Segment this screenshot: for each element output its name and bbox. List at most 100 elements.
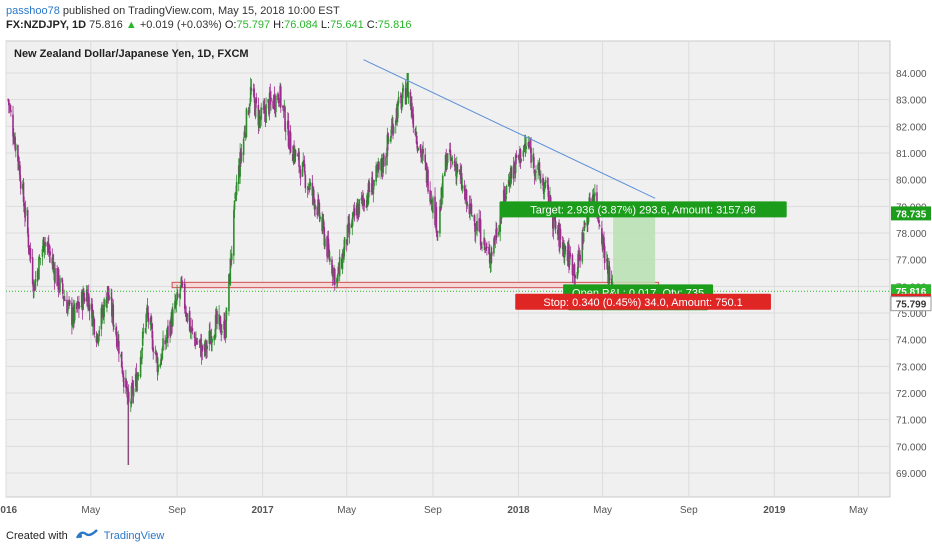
candle-body bbox=[486, 246, 488, 249]
candle-body bbox=[49, 251, 51, 256]
footer: Created with TradingView bbox=[6, 528, 164, 543]
candle-body bbox=[284, 106, 286, 131]
candle-body bbox=[249, 103, 251, 107]
candle-body bbox=[412, 114, 415, 128]
candle-body bbox=[259, 120, 262, 122]
chart-header: passhoo78 published on TradingView.com, … bbox=[6, 4, 411, 32]
candle-body bbox=[249, 86, 252, 102]
time-axis[interactable]: 2016 May Sep 2017 May Sep 2018 May Sep 2019 May bbox=[0, 505, 868, 516]
candle-body bbox=[229, 258, 232, 285]
price-chart[interactable]: 69.000 70.000 71.000 72.000 73.000 74.000 75.0… bbox=[0, 35, 932, 521]
candle-body bbox=[420, 148, 422, 158]
candle-body bbox=[594, 192, 596, 197]
candle-body bbox=[54, 268, 56, 283]
plot-area[interactable] bbox=[5, 40, 891, 498]
candle-body bbox=[141, 348, 143, 359]
symbol-label[interactable]: FX:NZDJPY, 1D bbox=[6, 19, 87, 31]
candle-body bbox=[333, 268, 336, 285]
candle-body bbox=[416, 136, 418, 145]
candle-body bbox=[282, 105, 284, 108]
candle-body bbox=[19, 181, 22, 189]
candle-body bbox=[387, 139, 390, 141]
candle-body bbox=[122, 373, 124, 378]
candle-body bbox=[385, 156, 387, 166]
candle-body bbox=[98, 330, 101, 337]
candle-body bbox=[402, 86, 405, 88]
candle-body bbox=[145, 314, 148, 328]
candle-body bbox=[375, 165, 377, 182]
candle-body bbox=[329, 257, 331, 262]
candle-body bbox=[336, 274, 339, 281]
candle-body bbox=[440, 187, 443, 209]
candle-body bbox=[253, 88, 255, 99]
candle-body bbox=[226, 312, 228, 314]
candle-body bbox=[71, 302, 73, 326]
candle-body bbox=[466, 201, 469, 206]
candle-body bbox=[351, 218, 354, 228]
candle-body bbox=[439, 206, 441, 234]
candle-body bbox=[352, 212, 354, 219]
candle-body bbox=[155, 353, 158, 356]
candle-body bbox=[488, 253, 491, 264]
candle-body bbox=[125, 380, 128, 389]
candle-body bbox=[401, 100, 403, 108]
candle-body bbox=[327, 238, 330, 250]
candle-body bbox=[19, 165, 21, 181]
author-link[interactable]: passhoo78 bbox=[6, 5, 60, 17]
candle-body bbox=[318, 202, 321, 218]
candle-body bbox=[386, 134, 389, 157]
tradingview-link[interactable]: TradingView bbox=[103, 529, 165, 542]
high-value: 76.084 bbox=[284, 19, 318, 31]
candle-body bbox=[159, 364, 162, 368]
candle-body bbox=[568, 254, 571, 266]
candle-body bbox=[528, 144, 531, 146]
candle-body bbox=[544, 180, 547, 183]
candle-body bbox=[569, 253, 572, 257]
candle-body bbox=[573, 264, 576, 278]
candle-body bbox=[10, 110, 12, 113]
candle-body bbox=[136, 375, 138, 391]
high-label: H: bbox=[273, 19, 285, 31]
open-value: 75.797 bbox=[236, 19, 271, 31]
candle-body bbox=[368, 181, 370, 193]
chart-area[interactable]: 69.000 70.000 71.000 72.000 73.000 74.000 75.0… bbox=[0, 35, 932, 521]
candle-body bbox=[503, 189, 506, 196]
candle-body bbox=[68, 299, 70, 301]
candle-body bbox=[593, 198, 595, 201]
candle-body bbox=[449, 150, 452, 161]
candle-body bbox=[146, 306, 149, 315]
x-tick-label: Sep bbox=[680, 505, 698, 516]
candle-body bbox=[240, 152, 243, 162]
candle-body bbox=[27, 234, 30, 248]
candle-body bbox=[538, 162, 541, 176]
candle-body bbox=[179, 285, 182, 292]
candle-body bbox=[407, 91, 410, 99]
candle-body bbox=[473, 215, 476, 222]
candle-body bbox=[185, 312, 187, 317]
candle-body bbox=[470, 203, 473, 215]
candle-body bbox=[115, 327, 117, 335]
published-text: published on TradingView.com, May 15, 20… bbox=[62, 5, 340, 17]
x-tick-label: Sep bbox=[168, 505, 186, 516]
candle-body bbox=[155, 350, 157, 356]
candle-body bbox=[552, 216, 555, 231]
candle-body bbox=[179, 293, 181, 298]
candle-body bbox=[243, 131, 246, 138]
candle-body bbox=[219, 316, 222, 333]
candle-body bbox=[140, 358, 143, 360]
candle-body bbox=[430, 199, 433, 204]
candle-body bbox=[201, 345, 204, 352]
price-axis[interactable]: 69.000 70.000 71.000 72.000 73.000 74.000 75.0… bbox=[890, 69, 932, 480]
x-tick-label: 2016 bbox=[0, 505, 18, 516]
y-tick-label: 74.000 bbox=[896, 336, 927, 347]
candle-body bbox=[533, 156, 535, 168]
candle-body bbox=[322, 219, 325, 227]
candle-body bbox=[87, 293, 90, 302]
candle-body bbox=[121, 367, 124, 374]
candle-body bbox=[397, 97, 400, 104]
candle-body bbox=[161, 348, 164, 359]
candle-body bbox=[338, 256, 341, 277]
candle-body bbox=[83, 292, 85, 298]
candle-body bbox=[167, 325, 169, 339]
candle-body bbox=[429, 190, 431, 202]
